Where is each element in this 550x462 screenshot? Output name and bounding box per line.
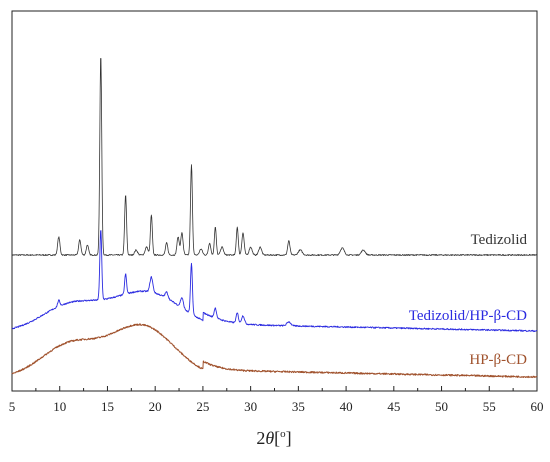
series-line-tedizolid-hp-b-cd [11,230,538,333]
x-tick-label: 10 [53,399,66,414]
x-tick-label: 30 [244,399,257,414]
series-lines [11,57,538,379]
x-axis-tick-labels: 5 10 15 20 25 30 35 40 45 50 55 60 [9,399,544,414]
x-tick-label: 60 [531,399,544,414]
x-tick-label: 50 [435,399,448,414]
x-tick-label: 15 [101,399,114,414]
series-line-tedizolid [11,57,538,256]
series-label-hp-b-cd: HP-β-CD [469,352,527,368]
x-axis-title: 2θ[o] [256,428,291,448]
x-tick-label: 40 [340,399,353,414]
series-line-hp-b-cd [11,323,538,379]
series-labels: Tedizolid Tedizolid/HP-β-CD HP-β-CD [409,232,528,368]
x-tick-label: 5 [9,399,16,414]
plot-frame [11,10,538,392]
series-label-tedizolid: Tedizolid [471,232,528,248]
x-tick-label: 45 [387,399,400,414]
series-label-tedizolid-hp-b-cd: Tedizolid/HP-β-CD [409,308,527,324]
x-tick-label: 20 [149,399,162,414]
x-axis-ticks [11,386,538,391]
x-tick-label: 25 [196,399,209,414]
x-tick-label: 55 [483,399,496,414]
x-tick-label: 35 [292,399,305,414]
